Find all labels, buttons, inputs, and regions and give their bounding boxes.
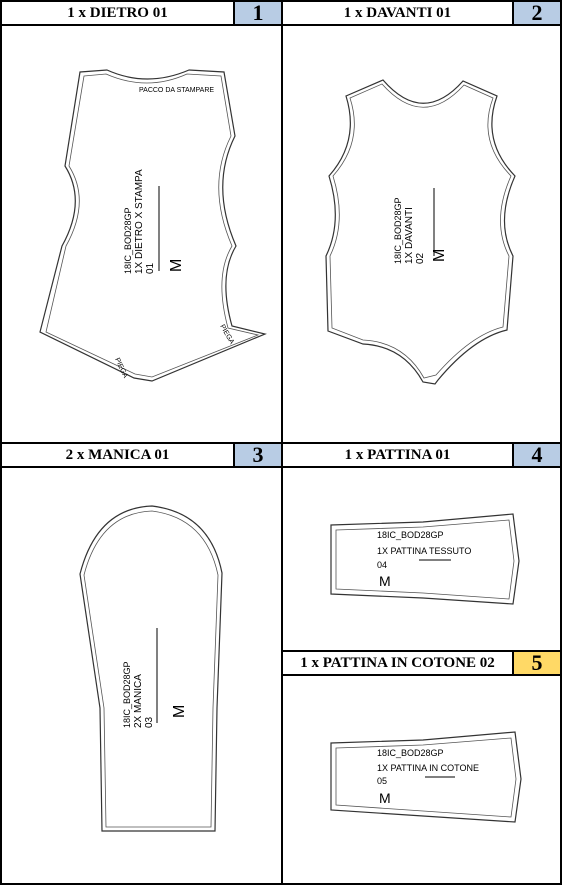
code-text: 18IC_BOD28GP	[122, 661, 132, 728]
flap-piece-outline	[330, 513, 520, 605]
sleeve-piece-outline	[79, 505, 223, 832]
panel-pattina-cotone: 1 x PATTINA IN COTONE 02 5 18IC_BOD28GP …	[281, 650, 562, 885]
back-piece-inner	[45, 73, 260, 378]
panel-number: 1	[233, 2, 281, 25]
pattern-piece-pattina: 18IC_BOD28GP 1X PATTINA TESSUTO 04 M	[283, 468, 560, 650]
panel-dietro: 1 x DIETRO 01 1 PACCO DA STAMPARE 18IC_B…	[0, 0, 283, 444]
size-text: M	[168, 259, 185, 272]
code-text: 18IC_BOD28GP	[123, 207, 133, 274]
panel-number: 5	[512, 652, 560, 675]
pattern-piece-manica: 18IC_BOD28GP 2X MANICA 03 M	[2, 468, 281, 883]
panel-header: 1 x DAVANTI 01 2	[283, 2, 560, 26]
back-piece-drawing: PACCO DA STAMPARE 18IC_BOD28GP 1X DIETRO…	[39, 69, 267, 382]
piece-name-text: 1X DAVANTI	[404, 207, 415, 264]
pattern-piece-davanti: 18IC_BOD28GP 1X DAVANTI 02 M	[283, 26, 560, 442]
panel-title: 1 x PATTINA IN COTONE 02	[300, 654, 495, 671]
panel-title: 1 x DIETRO 01	[67, 4, 168, 21]
front-piece-outline	[325, 79, 516, 385]
sleeve-piece-drawing: 18IC_BOD28GP 2X MANICA 03 M	[79, 505, 223, 832]
panel-manica: 2 x MANICA 01 3 18IC_BOD28GP 2X MANICA 0…	[0, 442, 283, 885]
flap-piece-drawing: 18IC_BOD28GP 1X PATTINA TESSUTO 04 M	[330, 513, 520, 605]
panel-header: 1 x DIETRO 01 1	[2, 2, 281, 26]
panel-number: 3	[233, 444, 281, 467]
panel-header: 2 x MANICA 01 3	[2, 444, 281, 468]
panel-number: 2	[512, 2, 560, 25]
piece-number-text: 01	[145, 262, 156, 274]
cotton-flap-outline	[330, 731, 522, 823]
panel-title: 1 x PATTINA 01	[344, 446, 451, 463]
fold-label-right: PIEGA	[218, 324, 235, 346]
code-text: 18IC_BOD28GP	[377, 748, 444, 758]
panel-pattina: 1 x PATTINA 01 4 18IC_BOD28GP 1X PATTINA…	[281, 442, 562, 652]
panel-header: 1 x PATTINA 01 4	[283, 444, 560, 468]
size-text: M	[379, 790, 391, 806]
front-piece-drawing: 18IC_BOD28GP 1X DAVANTI 02 M	[325, 79, 516, 385]
panel-title: 2 x MANICA 01	[65, 446, 170, 463]
size-text: M	[171, 705, 188, 718]
code-text: 18IC_BOD28GP	[377, 530, 444, 540]
flap-piece-inner	[335, 519, 515, 600]
panel-header: 1 x PATTINA IN COTONE 02 5	[283, 652, 560, 676]
panel-title: 1 x DAVANTI 01	[343, 4, 452, 21]
back-piece-outline	[39, 69, 267, 382]
fold-label-left: PIEGA	[113, 357, 129, 380]
piece-number-text: 03	[144, 716, 155, 728]
top-note-text: PACCO DA STAMPARE	[139, 87, 214, 94]
piece-number-text: 05	[377, 776, 387, 786]
piece-name-text: 1X DIETRO X STAMPA	[134, 169, 145, 274]
cotton-flap-inner	[335, 737, 517, 818]
panel-davanti: 1 x DAVANTI 01 2 18IC_BOD28GP 1X DAVANTI…	[281, 0, 562, 444]
size-text: M	[431, 249, 448, 262]
piece-number-text: 04	[377, 560, 387, 570]
code-text: 18IC_BOD28GP	[393, 197, 403, 264]
panel-number: 4	[512, 444, 560, 467]
size-text: M	[379, 573, 391, 589]
piece-name-text: 1X PATTINA TESSUTO	[377, 546, 471, 556]
piece-name-text: 2X MANICA	[133, 674, 144, 728]
cotton-flap-piece-drawing: 18IC_BOD28GP 1X PATTINA IN COTONE 05 M	[330, 731, 522, 823]
piece-name-text: 1X PATTINA IN COTONE	[377, 763, 479, 773]
sleeve-piece-inner	[83, 510, 219, 828]
front-piece-inner	[329, 83, 512, 379]
pattern-piece-dietro: PACCO DA STAMPARE 18IC_BOD28GP 1X DIETRO…	[2, 26, 281, 442]
piece-number-text: 02	[415, 252, 426, 264]
pattern-piece-pattina-cotone: 18IC_BOD28GP 1X PATTINA IN COTONE 05 M	[283, 676, 560, 883]
